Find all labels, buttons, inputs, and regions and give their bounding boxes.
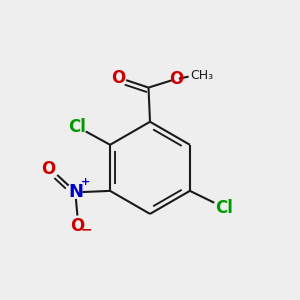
Text: Cl: Cl [215, 199, 233, 217]
Text: +: + [81, 177, 90, 187]
Text: −: − [80, 223, 92, 237]
Text: O: O [70, 217, 85, 235]
Text: CH₃: CH₃ [190, 69, 213, 82]
Text: O: O [169, 70, 184, 88]
Text: N: N [68, 183, 83, 201]
Text: O: O [111, 69, 125, 87]
Text: Cl: Cl [68, 118, 86, 136]
Text: O: O [41, 160, 56, 178]
